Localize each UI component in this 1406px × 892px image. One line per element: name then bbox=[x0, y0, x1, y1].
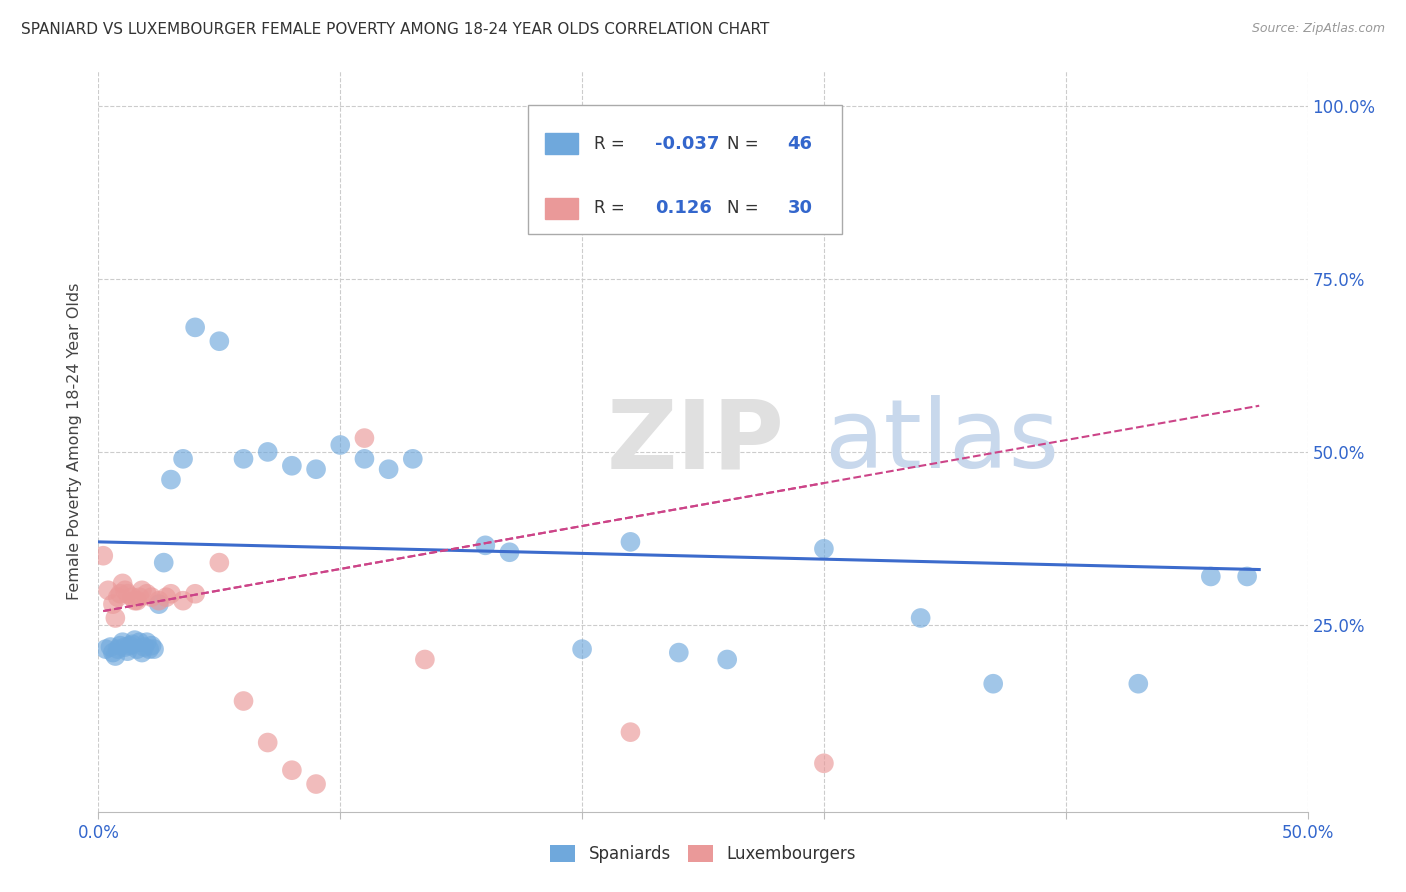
Text: 46: 46 bbox=[787, 135, 813, 153]
Point bbox=[148, 597, 170, 611]
Point bbox=[91, 549, 114, 563]
Point bbox=[131, 583, 153, 598]
Point bbox=[305, 462, 328, 476]
Point bbox=[353, 431, 375, 445]
Point bbox=[94, 642, 117, 657]
Point bbox=[101, 646, 124, 660]
Point bbox=[1128, 676, 1150, 690]
Point bbox=[160, 473, 183, 487]
Point bbox=[668, 646, 690, 660]
Point bbox=[141, 639, 163, 653]
Point bbox=[134, 640, 156, 654]
Point bbox=[131, 646, 153, 660]
Point bbox=[281, 763, 304, 777]
Point bbox=[135, 587, 157, 601]
FancyBboxPatch shape bbox=[527, 104, 842, 235]
Point bbox=[981, 676, 1004, 690]
Point bbox=[111, 576, 134, 591]
Point bbox=[97, 583, 120, 598]
Point bbox=[619, 725, 641, 739]
Point bbox=[138, 642, 160, 657]
Text: 30: 30 bbox=[787, 199, 813, 218]
Point bbox=[108, 639, 131, 653]
Point bbox=[208, 334, 231, 349]
Text: 0.126: 0.126 bbox=[655, 199, 711, 218]
Point bbox=[100, 640, 122, 654]
Point bbox=[128, 591, 150, 605]
FancyBboxPatch shape bbox=[544, 133, 578, 154]
Point bbox=[152, 556, 174, 570]
Point bbox=[232, 451, 254, 466]
Point bbox=[107, 591, 129, 605]
Text: Source: ZipAtlas.com: Source: ZipAtlas.com bbox=[1251, 22, 1385, 36]
Point bbox=[256, 735, 278, 749]
Point bbox=[232, 694, 254, 708]
Point bbox=[160, 587, 183, 601]
Point bbox=[172, 593, 194, 607]
Point bbox=[413, 652, 436, 666]
Point bbox=[910, 611, 932, 625]
Point bbox=[474, 538, 496, 552]
Point bbox=[128, 635, 150, 649]
Point bbox=[127, 642, 149, 657]
Point bbox=[813, 756, 835, 771]
Point bbox=[184, 320, 207, 334]
Point bbox=[114, 640, 136, 654]
Point bbox=[305, 777, 328, 791]
Text: R =: R = bbox=[595, 199, 630, 218]
Text: atlas: atlas bbox=[824, 395, 1059, 488]
Point bbox=[402, 451, 425, 466]
Point bbox=[1199, 569, 1222, 583]
Point bbox=[104, 611, 127, 625]
Point bbox=[107, 642, 129, 657]
Text: -0.037: -0.037 bbox=[655, 135, 718, 153]
Point bbox=[117, 587, 139, 601]
Point bbox=[329, 438, 352, 452]
Point bbox=[208, 556, 231, 570]
Point bbox=[101, 597, 124, 611]
Point bbox=[1236, 569, 1258, 583]
Y-axis label: Female Poverty Among 18-24 Year Olds: Female Poverty Among 18-24 Year Olds bbox=[67, 283, 83, 600]
Point bbox=[148, 593, 170, 607]
Point bbox=[141, 591, 163, 605]
Legend: Spaniards, Luxembourgers: Spaniards, Luxembourgers bbox=[544, 838, 862, 870]
Point bbox=[124, 593, 146, 607]
Point bbox=[108, 587, 131, 601]
Point bbox=[135, 635, 157, 649]
Point bbox=[124, 633, 146, 648]
Point bbox=[172, 451, 194, 466]
Text: ZIP: ZIP bbox=[606, 395, 785, 488]
Point bbox=[127, 593, 149, 607]
Text: N =: N = bbox=[727, 199, 763, 218]
Point bbox=[117, 644, 139, 658]
Point bbox=[498, 545, 520, 559]
Point bbox=[143, 642, 166, 657]
Point bbox=[155, 591, 177, 605]
FancyBboxPatch shape bbox=[544, 198, 578, 219]
Point bbox=[104, 648, 127, 663]
Point bbox=[716, 652, 738, 666]
Point bbox=[353, 451, 375, 466]
Point bbox=[281, 458, 304, 473]
Text: R =: R = bbox=[595, 135, 630, 153]
Text: SPANIARD VS LUXEMBOURGER FEMALE POVERTY AMONG 18-24 YEAR OLDS CORRELATION CHART: SPANIARD VS LUXEMBOURGER FEMALE POVERTY … bbox=[21, 22, 769, 37]
Point bbox=[377, 462, 399, 476]
Point bbox=[121, 637, 143, 651]
Point bbox=[114, 583, 136, 598]
Point bbox=[121, 591, 143, 605]
Point bbox=[813, 541, 835, 556]
Text: N =: N = bbox=[727, 135, 763, 153]
Point bbox=[571, 642, 593, 657]
Point bbox=[619, 534, 641, 549]
Point bbox=[118, 639, 141, 653]
Point bbox=[184, 587, 207, 601]
Point bbox=[111, 635, 134, 649]
Point bbox=[256, 445, 278, 459]
